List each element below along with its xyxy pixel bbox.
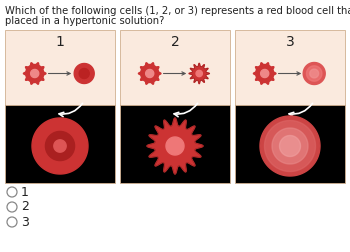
FancyBboxPatch shape	[120, 30, 230, 105]
Polygon shape	[146, 70, 154, 78]
Text: placed in a hypertonic solution?: placed in a hypertonic solution?	[5, 16, 164, 26]
FancyBboxPatch shape	[120, 105, 230, 183]
Polygon shape	[74, 64, 94, 83]
Polygon shape	[265, 120, 315, 172]
Polygon shape	[280, 136, 301, 156]
FancyBboxPatch shape	[235, 105, 345, 183]
Polygon shape	[189, 63, 209, 84]
Polygon shape	[196, 70, 202, 77]
Polygon shape	[54, 140, 66, 152]
Polygon shape	[303, 62, 325, 84]
Polygon shape	[32, 118, 88, 174]
Polygon shape	[253, 63, 276, 84]
FancyBboxPatch shape	[235, 30, 345, 105]
FancyBboxPatch shape	[5, 105, 115, 183]
Polygon shape	[260, 116, 320, 176]
Polygon shape	[31, 70, 39, 78]
Polygon shape	[166, 137, 184, 155]
FancyBboxPatch shape	[5, 30, 115, 105]
Text: 2: 2	[171, 35, 179, 49]
Text: 3: 3	[21, 215, 29, 229]
Polygon shape	[307, 66, 322, 81]
Text: 3: 3	[286, 35, 294, 49]
Text: Which of the following cells (1, 2, or 3) represents a red blood cell that has b: Which of the following cells (1, 2, or 3…	[5, 6, 350, 16]
Polygon shape	[310, 69, 318, 78]
Text: 1: 1	[21, 185, 29, 199]
Polygon shape	[147, 118, 203, 174]
Polygon shape	[139, 63, 161, 84]
Polygon shape	[46, 132, 75, 161]
Text: 2: 2	[21, 201, 29, 213]
Polygon shape	[272, 128, 308, 164]
Text: 1: 1	[56, 35, 64, 49]
Polygon shape	[79, 69, 89, 79]
Polygon shape	[261, 70, 269, 78]
Polygon shape	[23, 63, 46, 84]
